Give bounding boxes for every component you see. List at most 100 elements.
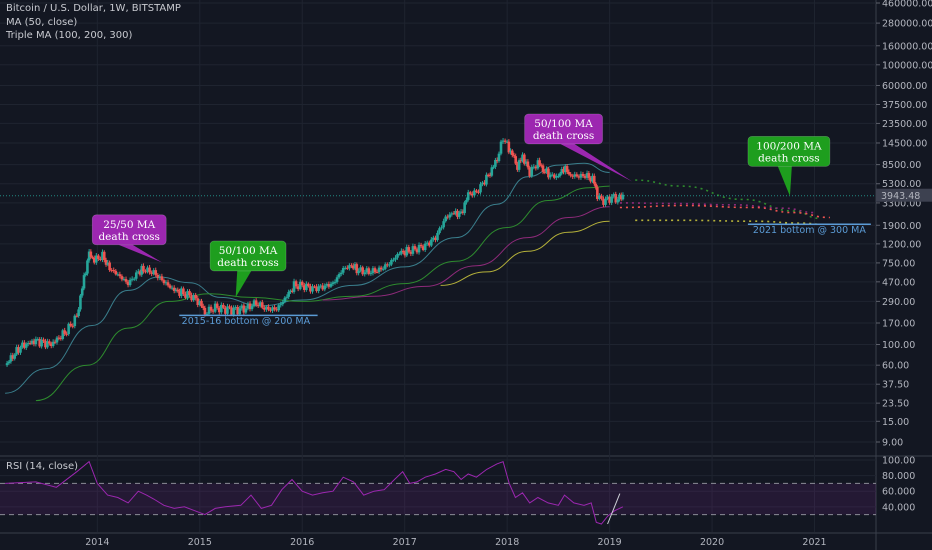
candle-up [132, 278, 136, 280]
candle-down [209, 306, 213, 311]
candle-down [540, 165, 543, 167]
callout-box[interactable] [524, 113, 603, 145]
candle-down [552, 174, 556, 178]
bottom-label: 2015-16 bottom @ 200 MA [182, 316, 311, 327]
rsi-trend-line [607, 493, 621, 525]
indicator-triple-ma-label[interactable]: Triple MA (100, 200, 300) [6, 30, 133, 41]
candle-up [67, 323, 70, 335]
candle-up [198, 300, 202, 305]
candle-down [48, 341, 51, 344]
candle-down [510, 150, 514, 156]
candle-up [292, 281, 296, 292]
candle-up [438, 228, 441, 233]
candle-up [573, 174, 577, 177]
candle-up [606, 196, 609, 199]
candle-down [307, 283, 310, 287]
price-tag[interactable]: 3943.48 [881, 191, 920, 202]
candle-up [536, 160, 540, 169]
candle-down [215, 303, 219, 308]
candle-up [564, 166, 567, 173]
callout-pointer [235, 270, 252, 298]
candle-down [200, 300, 203, 307]
candle-up [333, 281, 337, 283]
price-axis[interactable]: 460000.00 280000.00 160000.00 100000.00 6000… [876, 0, 932, 449]
time-tick-label: 2016 [290, 537, 314, 548]
candle-up [331, 282, 335, 284]
candle-down [142, 265, 145, 272]
candle-down [49, 343, 53, 346]
candle-down [190, 295, 193, 301]
price-tick-label: 5300.00 [882, 179, 921, 190]
time-tick-label: 2015 [188, 537, 212, 548]
candle-up [371, 268, 375, 274]
callout-box[interactable] [209, 240, 287, 272]
candle-down [543, 171, 547, 173]
price-tick-label: 37.50 [882, 380, 909, 391]
candle-up [457, 212, 461, 217]
candle-down [526, 161, 530, 168]
candle-down [600, 195, 603, 199]
candle-up [621, 194, 625, 200]
candle-up [524, 161, 528, 164]
candle-down [144, 271, 147, 273]
candle-down [126, 281, 130, 286]
candle-up [238, 308, 242, 315]
rsi-axis[interactable]: 100.00 80.000 60.000 40.000 [882, 456, 915, 514]
candle-down [114, 270, 118, 275]
candle-up [550, 174, 554, 176]
callout-pointer [560, 143, 633, 182]
candle-down [569, 174, 572, 176]
candle-down [516, 163, 519, 170]
price-tick-label: 100000.00 [882, 60, 932, 71]
candle-up [152, 270, 155, 274]
candle-up [377, 267, 381, 273]
candle-up [36, 339, 40, 341]
candle-down [176, 289, 180, 292]
candle-up [170, 287, 174, 289]
candle-up [381, 268, 385, 270]
candle-up [341, 267, 345, 273]
candle-down [89, 251, 93, 257]
callout-line2: death cross [217, 257, 279, 269]
candle-up [174, 289, 178, 291]
candle-up [450, 213, 454, 215]
candle-down [300, 281, 304, 286]
candle-down [495, 159, 499, 162]
time-axis[interactable]: 2014 2015 2016 2017 2018 2019 2020 2021 [85, 537, 826, 548]
candle-down [75, 315, 79, 317]
candle-down [166, 282, 170, 286]
candle-up [34, 339, 38, 345]
candle-down [581, 173, 585, 177]
callout-line1: 100/200 MA [756, 140, 822, 152]
candle-up [55, 337, 59, 343]
callout-box[interactable] [747, 136, 831, 167]
ma50-line [5, 162, 610, 394]
callout-box[interactable] [91, 214, 167, 246]
candle-down [160, 276, 164, 281]
candle-down [483, 182, 486, 185]
candle-up [425, 242, 429, 244]
candle-down [421, 246, 425, 250]
candle-down [461, 211, 465, 214]
price-tick-label: 280000.00 [882, 19, 932, 30]
candle-up [279, 304, 283, 306]
candle-down [446, 216, 450, 218]
candle-down [17, 347, 20, 353]
candle-down [28, 343, 32, 345]
projection-ma50-line [635, 179, 820, 220]
candle-down [592, 175, 596, 184]
candle-down [575, 174, 579, 177]
candle-down [619, 194, 623, 200]
time-tick-label: 2020 [700, 537, 724, 548]
rsi-tick-label: 40.000 [882, 502, 915, 513]
candle-down [507, 141, 511, 153]
candle-down [309, 286, 312, 292]
candle-down [267, 306, 270, 310]
candle-down [419, 244, 423, 247]
candle-up [311, 286, 314, 292]
callout-pointer [777, 166, 792, 197]
indicator-ma50-label[interactable]: MA (50, close) [6, 17, 78, 28]
rsi-label[interactable]: RSI (14, close) [6, 461, 79, 472]
